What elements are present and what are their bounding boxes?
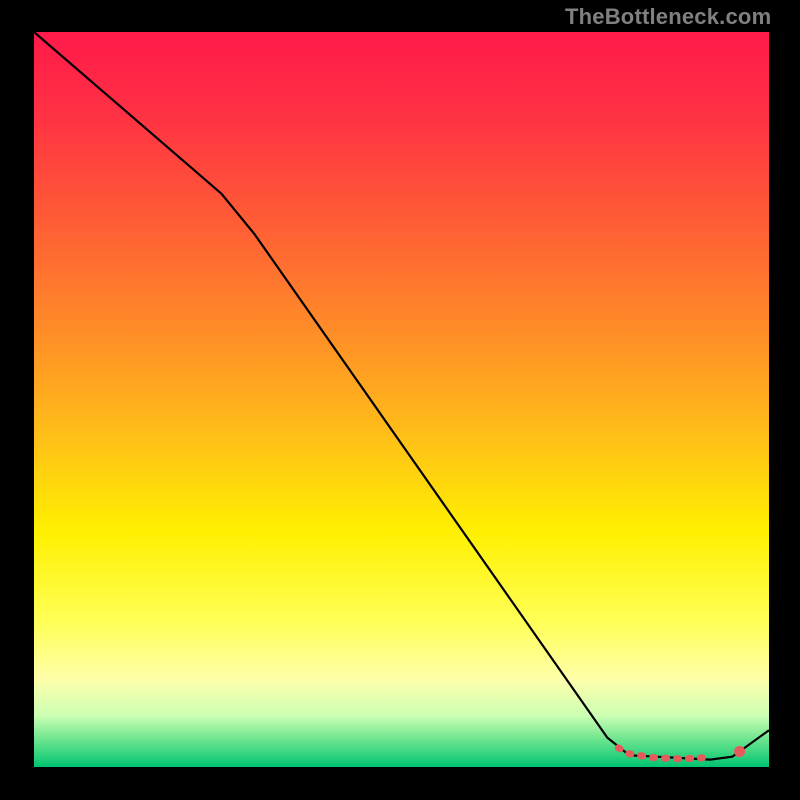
chart-stage: TheBottleneck.com (0, 0, 800, 800)
main-curve (34, 32, 769, 760)
chart-overlay (0, 0, 800, 800)
marker-point (734, 746, 745, 757)
marker-dashes (618, 748, 710, 759)
